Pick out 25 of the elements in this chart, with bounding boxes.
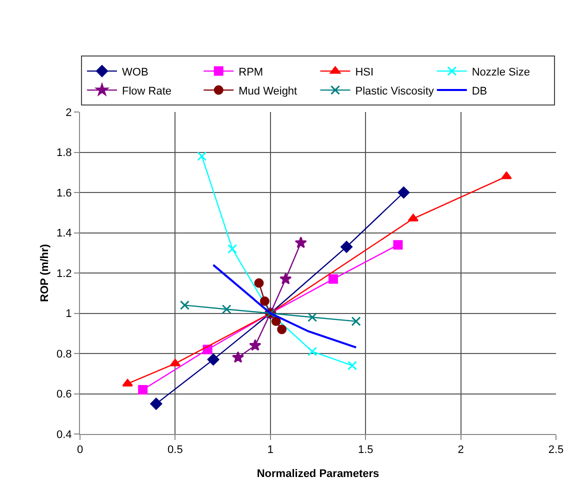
- legend-label: Flow Rate: [122, 85, 172, 98]
- legend-label: RPM: [238, 66, 264, 78]
- y-tick-label: 1.6: [56, 187, 72, 200]
- y-tick-label: 1.8: [56, 147, 72, 160]
- x-tick-label: 0: [76, 444, 84, 456]
- x-tick-label: 2: [458, 444, 464, 456]
- y-tick-label: 2: [66, 106, 72, 119]
- x-tick-label: 1.5: [358, 444, 374, 456]
- x-tick-label: 0.5: [168, 444, 183, 456]
- legend-label: Nozzle Size: [472, 66, 530, 78]
- y-tick-label: 0.4: [56, 428, 72, 441]
- legend-label: DB: [472, 85, 488, 98]
- x-tick-label: 1: [267, 444, 274, 456]
- y-tick-label: 0.8: [56, 348, 72, 360]
- y-tick-label: 0.6: [56, 388, 72, 401]
- x-tick-label: 2.5: [548, 444, 564, 456]
- y-tick-label: 1.4: [56, 228, 72, 240]
- y-axis-title: ROP (m/hr): [39, 244, 51, 302]
- x-axis-title: Normalized Parameters: [256, 468, 380, 480]
- y-tick-label: 1.2: [56, 268, 72, 280]
- legend-label: WOB: [122, 66, 148, 78]
- legend-label: Plastic Viscosity: [355, 85, 434, 98]
- legend-label: Mud Weight: [238, 85, 298, 98]
- y-tick-label: 1: [66, 308, 72, 320]
- legend-label: HSI: [355, 66, 374, 78]
